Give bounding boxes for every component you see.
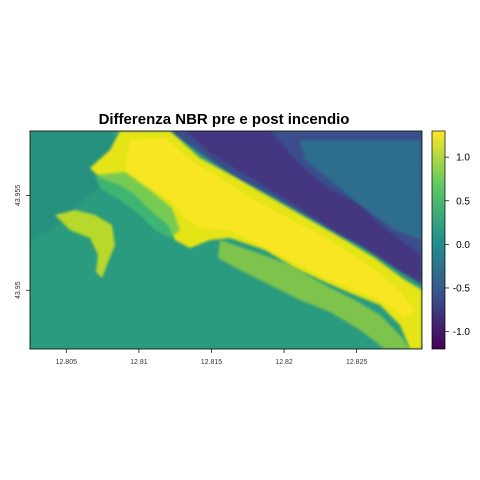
x-axis: 12.805 12.81 12.815 12.82 12.825: [56, 349, 368, 366]
colorbar: 1.0 0.5 0.0 -0.5 -1.0: [431, 130, 471, 350]
chart-title: Differenza NBR pre e post incendio: [99, 111, 350, 128]
x-tick-label: 12.82: [275, 359, 293, 366]
raster-deep-sea-band: [185, 131, 422, 285]
plot-frame: [29, 130, 423, 350]
y-tick-label: 43.95: [15, 281, 22, 299]
x-tick-label: 12.815: [201, 359, 223, 366]
y-tick-label: 43.955: [15, 185, 22, 207]
x-tick-label: 12.825: [346, 359, 368, 366]
colorbar-gradient: [432, 131, 445, 349]
raster-burned-zone-core: [125, 138, 415, 318]
colorbar-tick-label: 0.0: [456, 240, 470, 251]
colorbar-tick-label: 0.5: [456, 196, 470, 207]
raster-burned-zone-lower: [218, 240, 410, 349]
colorbar-tick-label: 1.0: [456, 153, 470, 164]
colorbar-frame: [431, 130, 446, 350]
colorbar-tick-label: -1.0: [453, 327, 471, 338]
raster-burned-zone-peninsula: [55, 210, 115, 278]
x-tick-label: 12.805: [56, 359, 78, 366]
y-axis: 43.955 43.95: [15, 185, 30, 299]
x-tick-label: 12.81: [130, 359, 148, 366]
raster-green-fringe: [95, 172, 180, 238]
raster-sea-green-patch: [300, 140, 422, 240]
raster-plot: [29, 130, 423, 350]
colorbar-tick-label: -0.5: [453, 283, 471, 294]
